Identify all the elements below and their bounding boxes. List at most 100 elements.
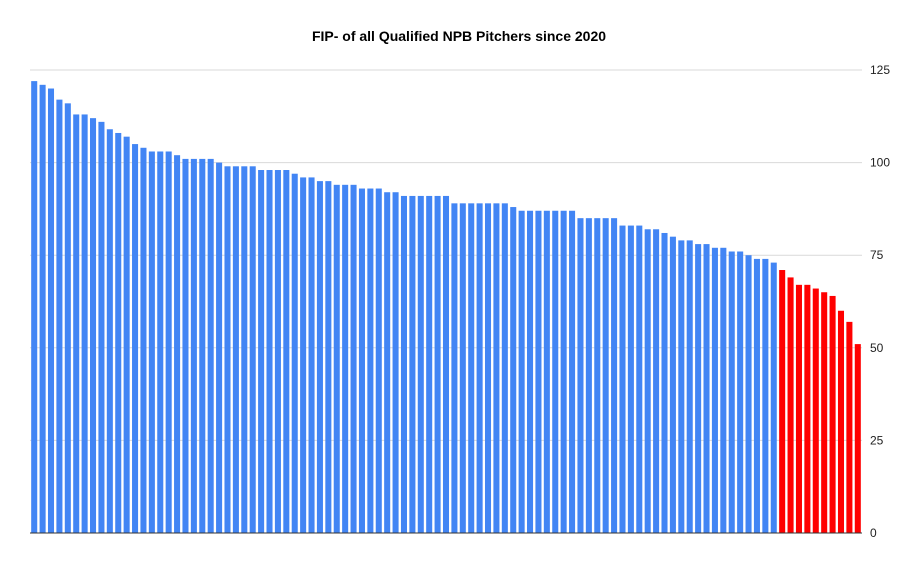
bar bbox=[619, 225, 626, 533]
bar bbox=[543, 210, 550, 533]
bar bbox=[695, 244, 702, 533]
bar bbox=[795, 284, 802, 533]
bar bbox=[266, 170, 273, 533]
bar bbox=[308, 177, 315, 534]
bar bbox=[577, 218, 584, 533]
bar bbox=[157, 151, 164, 534]
bar bbox=[636, 225, 643, 533]
bar bbox=[115, 132, 122, 533]
bar bbox=[484, 203, 492, 533]
y-tick-label: 100 bbox=[870, 156, 890, 170]
bar bbox=[720, 247, 727, 534]
bar bbox=[106, 129, 113, 533]
bar bbox=[224, 166, 231, 534]
bar bbox=[47, 88, 55, 534]
bar bbox=[703, 244, 710, 533]
bar bbox=[535, 210, 542, 533]
bar bbox=[182, 158, 189, 533]
bar bbox=[594, 218, 601, 533]
bar bbox=[199, 158, 206, 533]
bar bbox=[770, 262, 777, 533]
bars bbox=[31, 81, 861, 534]
bar bbox=[779, 270, 786, 533]
bar bbox=[434, 195, 441, 533]
bar bbox=[409, 195, 416, 533]
bar bbox=[854, 344, 861, 533]
y-tick-label: 75 bbox=[870, 248, 884, 262]
bar bbox=[367, 188, 374, 533]
bar bbox=[190, 158, 197, 533]
bar bbox=[274, 170, 281, 533]
bar bbox=[300, 177, 307, 534]
bar bbox=[174, 155, 181, 533]
bar bbox=[400, 195, 407, 533]
y-tick-label: 25 bbox=[870, 433, 884, 447]
y-tick-label: 0 bbox=[870, 526, 877, 540]
chart-title: FIP- of all Qualified NPB Pitchers since… bbox=[312, 28, 606, 44]
bar bbox=[737, 251, 744, 533]
bar bbox=[81, 114, 88, 533]
bar bbox=[123, 136, 130, 534]
bar bbox=[518, 210, 525, 533]
bar bbox=[459, 203, 466, 533]
bar bbox=[560, 210, 567, 533]
bar bbox=[350, 184, 357, 533]
bar bbox=[358, 188, 365, 533]
bar bbox=[216, 162, 223, 533]
bar bbox=[342, 184, 349, 533]
bar bbox=[653, 229, 660, 533]
bar bbox=[140, 147, 147, 533]
y-axis-ticks: 0 25 50 75 100 125 bbox=[870, 63, 890, 540]
bar bbox=[73, 114, 80, 533]
bar bbox=[669, 236, 676, 533]
bar bbox=[468, 203, 475, 533]
bar bbox=[753, 258, 760, 533]
bar bbox=[602, 218, 609, 533]
bar bbox=[627, 225, 634, 533]
bar bbox=[686, 240, 693, 533]
bar bbox=[39, 84, 46, 533]
bar bbox=[762, 258, 769, 533]
bar bbox=[804, 284, 811, 533]
bar bbox=[283, 170, 290, 533]
bar bbox=[728, 251, 735, 533]
bar bbox=[207, 158, 214, 533]
bar bbox=[821, 292, 828, 533]
bar bbox=[98, 121, 105, 534]
bar bbox=[392, 192, 399, 534]
bar bbox=[241, 166, 248, 534]
bar bbox=[846, 321, 853, 533]
bar bbox=[291, 173, 298, 533]
bar bbox=[417, 195, 424, 533]
bar bbox=[661, 232, 668, 534]
bar bbox=[476, 203, 483, 533]
y-tick-label: 50 bbox=[870, 341, 884, 355]
bar bbox=[333, 184, 340, 533]
bar bbox=[711, 247, 718, 534]
bar bbox=[829, 295, 836, 533]
bar bbox=[585, 218, 592, 533]
bar bbox=[678, 240, 685, 533]
bar bbox=[90, 118, 97, 534]
bar bbox=[316, 181, 323, 533]
bar bbox=[384, 192, 391, 534]
bar bbox=[56, 99, 63, 533]
bar bbox=[493, 203, 500, 533]
bar bbox=[325, 181, 332, 533]
bar bbox=[837, 310, 845, 533]
bar bbox=[501, 203, 508, 533]
bar bbox=[165, 151, 172, 534]
bar bbox=[148, 151, 155, 534]
bar bbox=[31, 81, 38, 534]
bar bbox=[787, 277, 794, 533]
bar bbox=[510, 207, 517, 534]
y-tick-label: 125 bbox=[870, 63, 890, 77]
bar bbox=[426, 195, 433, 533]
bar bbox=[249, 166, 256, 534]
bar bbox=[527, 210, 534, 533]
bar bbox=[644, 229, 651, 533]
bar bbox=[611, 218, 618, 533]
bar bbox=[451, 203, 458, 533]
